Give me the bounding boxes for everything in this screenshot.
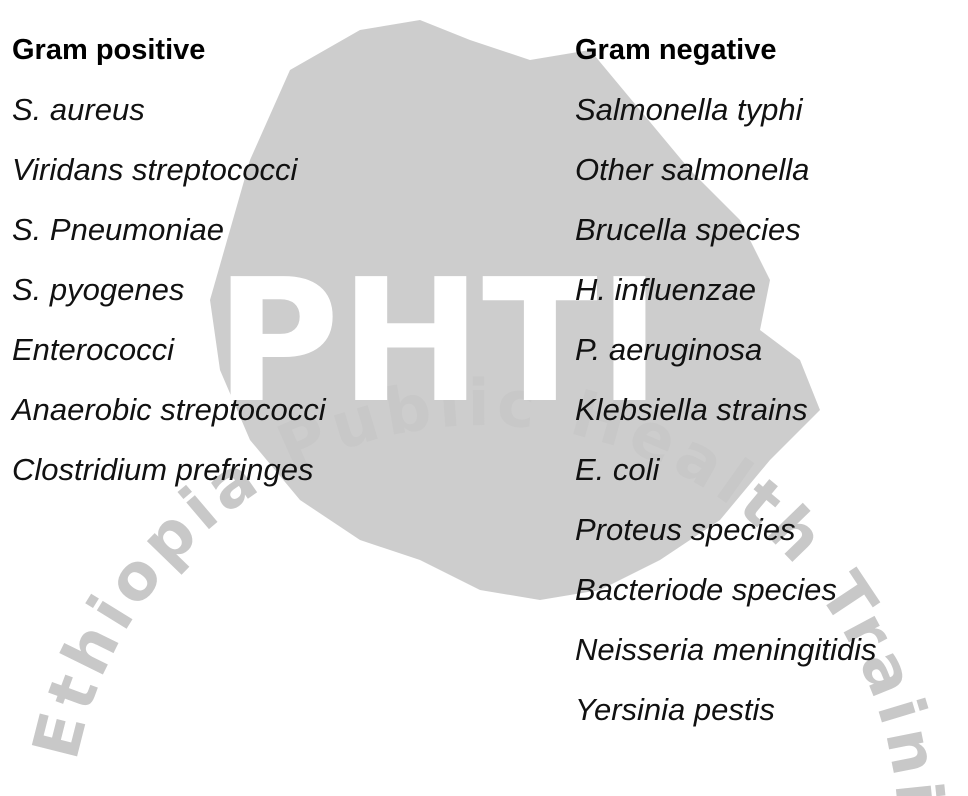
gram-negative-heading: Gram negative xyxy=(575,34,777,66)
list-item: Brucella species xyxy=(575,212,801,247)
list-item: S. pyogenes xyxy=(12,272,185,307)
list-item: Other salmonella xyxy=(575,152,810,187)
gram-negative-column: Gram negative Salmonella typhi Other sal… xyxy=(575,20,877,740)
list-item: S. aureus xyxy=(12,92,145,127)
list-item: Yersinia pestis xyxy=(575,692,775,727)
list-item: H. influenzae xyxy=(575,272,756,307)
list-item: Neisseria meningitidis xyxy=(575,632,877,667)
list-item: P. aeruginosa xyxy=(575,332,763,367)
list-item: Anaerobic streptococci xyxy=(12,392,326,427)
list-item: Proteus species xyxy=(575,512,796,547)
list-item: S. Pneumoniae xyxy=(12,212,224,247)
gram-positive-list: S. aureus Viridans streptococci S. Pneum… xyxy=(12,80,326,500)
list-item: E. coli xyxy=(575,452,660,487)
list-item: Clostridium prefringes xyxy=(12,452,314,487)
list-item: Salmonella typhi xyxy=(575,92,803,127)
gram-positive-column: Gram positive S. aureus Viridans strepto… xyxy=(12,20,326,500)
list-item: Klebsiella strains xyxy=(575,392,808,427)
logo-text: EPHTI xyxy=(99,243,661,441)
gram-negative-list: Salmonella typhi Other salmonella Brucel… xyxy=(575,80,877,740)
list-item: Bacteriode species xyxy=(575,572,837,607)
list-item: Viridans streptococci xyxy=(12,152,298,187)
gram-positive-heading: Gram positive xyxy=(12,34,206,66)
ethiopia-map-shape xyxy=(210,20,820,600)
list-item: Enterococci xyxy=(12,332,174,367)
